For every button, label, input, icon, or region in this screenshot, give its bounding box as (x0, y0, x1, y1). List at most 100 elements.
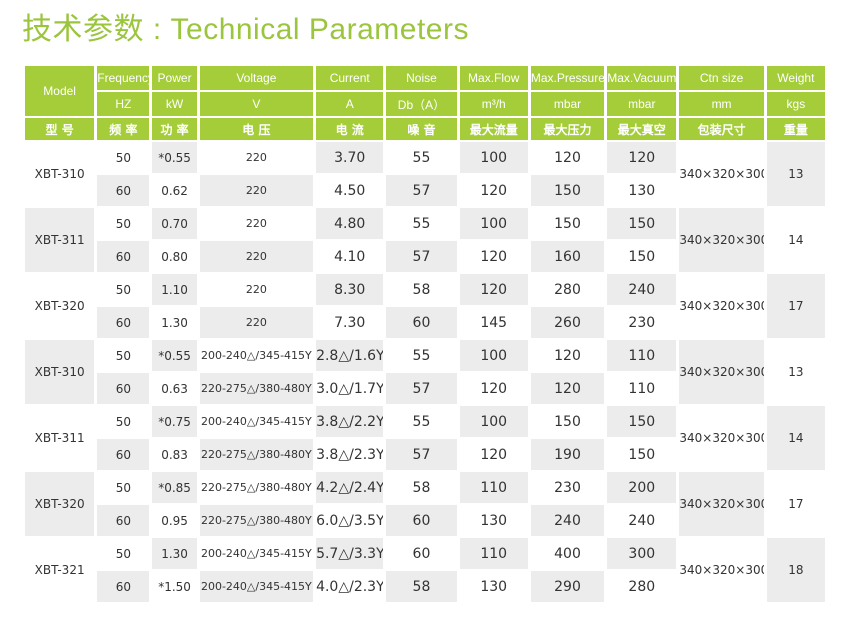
noise-cell: 60 (386, 538, 457, 569)
max-flow-cell: 120 (459, 175, 528, 206)
table-row: XBT-310 50 *0.55 220 3.70 55 100 120 120 340×320×… (25, 142, 825, 206)
frequency-cell: 50 (97, 472, 150, 503)
frequency-cell: 50 (97, 538, 150, 569)
header-model: Model (25, 66, 95, 116)
ctn-size-cell: 340×320×300 (679, 538, 764, 602)
model-cell: XBT-311 (25, 406, 95, 470)
power-cell: *0.75 (152, 406, 197, 437)
frequency-cell: 60 (97, 571, 150, 602)
max-flow-cell: 100 (459, 208, 528, 239)
max-flow-cell: 120 (459, 274, 528, 305)
ctn-size-cell: 340×320×300 (679, 340, 764, 404)
max-flow-cell: 130 (459, 505, 528, 536)
current-cell: 7.30 (316, 307, 384, 338)
header-cn-ctn-size: 包装尺寸 (679, 118, 764, 140)
max-vacuum-cell: 240 (607, 505, 677, 536)
max-flow-cell: 110 (459, 472, 528, 503)
current-cell: 8.30 (316, 274, 384, 305)
frequency-cell: 60 (97, 439, 150, 470)
max-pressure-cell: 160 (530, 241, 605, 272)
power-cell: 0.80 (152, 241, 197, 272)
frequency-cell: 50 (97, 340, 150, 371)
max-flow-cell: 100 (459, 142, 528, 173)
model-cell: XBT-311 (25, 208, 95, 272)
power-cell: 0.62 (152, 175, 197, 206)
table-row: XBT-321 50 1.30 200-240△/345-415Y 5.7△/3.3Y 6… (25, 538, 825, 602)
noise-cell: 57 (386, 439, 457, 470)
voltage-cell: 220 (199, 142, 314, 173)
power-cell: *0.55 (152, 142, 197, 173)
max-pressure-cell: 230 (530, 472, 605, 503)
max-pressure-cell: 150 (530, 406, 605, 437)
table-row: XBT-320 50 1.10 220 8.30 58 120 280 240 340×320×3… (25, 274, 825, 338)
unit-max-pressure: mbar (530, 92, 605, 116)
max-vacuum-cell: 230 (607, 307, 677, 338)
power-cell: 0.95 (152, 505, 197, 536)
table-row: XBT-311 50 *0.75 200-240△/345-415Y 3.8△/2.2Y… (25, 406, 825, 470)
power-cell: 1.10 (152, 274, 197, 305)
table-row: XBT-310 50 *0.55 200-240△/345-415Y 2.8△/1.6Y… (25, 340, 825, 404)
model-cell: XBT-310 (25, 340, 95, 404)
current-cell: 4.0△/2.3Y (316, 571, 384, 602)
parameters-table: Model Frequency Power Voltage Current No… (22, 64, 828, 604)
table-row: 60 *1.50 200-240△/345-415Y 4.0△/2.3Y 58 130 29… (25, 571, 825, 602)
max-flow-cell: 145 (459, 307, 528, 338)
noise-cell: 57 (386, 373, 457, 404)
header-max-vacuum: Max.Vacuum (607, 66, 677, 90)
weight-cell: 13 (766, 340, 825, 404)
frequency-cell: 60 (97, 175, 150, 206)
current-cell: 3.70 (316, 142, 384, 173)
header-voltage: Voltage (199, 66, 314, 90)
header-frequency: Frequency (97, 66, 150, 90)
max-vacuum-cell: 240 (607, 274, 677, 305)
max-pressure-cell: 240 (530, 505, 605, 536)
voltage-cell: 200-240△/345-415Y (199, 571, 314, 602)
noise-cell: 60 (386, 505, 457, 536)
header-current: Current (316, 66, 384, 90)
current-cell: 5.7△/3.3Y (316, 538, 384, 569)
weight-cell: 13 (766, 142, 825, 206)
current-cell: 6.0△/3.5Y (316, 505, 384, 536)
max-vacuum-cell: 150 (607, 208, 677, 239)
voltage-cell: 220-275△/380-480Y (199, 505, 314, 536)
voltage-cell: 200-240△/345-415Y (199, 538, 314, 569)
power-cell: 0.83 (152, 439, 197, 470)
voltage-cell: 220-275△/380-480Y (199, 373, 314, 404)
frequency-cell: 60 (97, 307, 150, 338)
unit-max-flow: m³/h (459, 92, 528, 116)
header-cn-frequency: 频 率 (97, 118, 150, 140)
header-cn-max-vacuum: 最大真空 (607, 118, 677, 140)
max-flow-cell: 120 (459, 373, 528, 404)
table-row: XBT-320 50 *0.85 220-275△/380-480Y 4.2△/2.4Y… (25, 472, 825, 536)
max-vacuum-cell: 110 (607, 373, 677, 404)
max-flow-cell: 100 (459, 340, 528, 371)
max-pressure-cell: 290 (530, 571, 605, 602)
table-row: 60 0.63 220-275△/380-480Y 3.0△/1.7Y 57 120 120… (25, 373, 825, 404)
max-pressure-cell: 400 (530, 538, 605, 569)
table-row: 60 0.83 220-275△/380-480Y 3.8△/2.3Y 57 120 190… (25, 439, 825, 470)
header-ctn-size: Ctn size (679, 66, 764, 90)
header-cn-max-pressure: 最大压力 (530, 118, 605, 140)
power-cell: *0.55 (152, 340, 197, 371)
header-cn-weight: 重量 (766, 118, 825, 140)
header-cn-power: 功 率 (152, 118, 197, 140)
header-cn-voltage: 电 压 (199, 118, 314, 140)
page-title: 技术参数 : Technical Parameters (22, 13, 469, 46)
max-flow-cell: 100 (459, 406, 528, 437)
frequency-cell: 50 (97, 142, 150, 173)
unit-weight: kgs (766, 92, 825, 116)
max-vacuum-cell: 120 (607, 142, 677, 173)
power-cell: *0.85 (152, 472, 197, 503)
max-vacuum-cell: 200 (607, 472, 677, 503)
noise-cell: 57 (386, 241, 457, 272)
table-row: 60 0.95 220-275△/380-480Y 6.0△/3.5Y 60 130 240… (25, 505, 825, 536)
frequency-cell: 50 (97, 208, 150, 239)
noise-cell: 58 (386, 571, 457, 602)
voltage-cell: 220 (199, 208, 314, 239)
current-cell: 4.2△/2.4Y (316, 472, 384, 503)
model-cell: XBT-321 (25, 538, 95, 602)
noise-cell: 60 (386, 307, 457, 338)
table-row: XBT-311 50 0.70 220 4.80 55 100 150 150 340×320×3… (25, 208, 825, 272)
weight-cell: 18 (766, 538, 825, 602)
max-vacuum-cell: 150 (607, 406, 677, 437)
